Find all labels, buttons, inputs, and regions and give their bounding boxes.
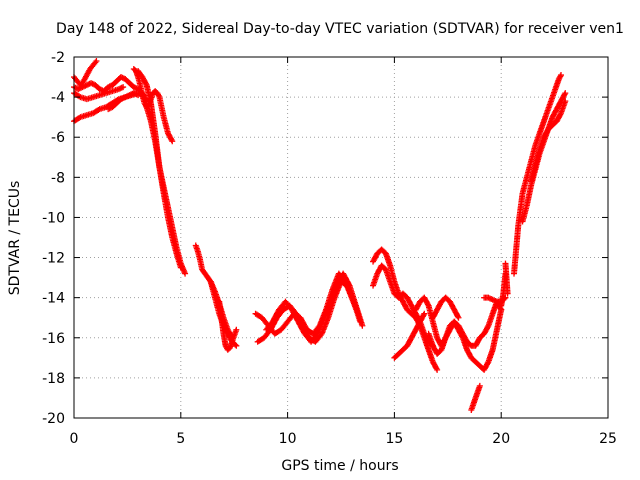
series-arc-b <box>71 58 100 89</box>
y-tick-label: -6 <box>51 130 65 146</box>
x-tick-label: 25 <box>599 431 617 447</box>
y-tick-label: -8 <box>51 170 65 186</box>
plot-frame <box>73 56 609 419</box>
y-tick-label: -12 <box>42 251 65 267</box>
track-fill <box>72 84 125 102</box>
axis-ticks: 0 5 10 15 20 25 -20 -18 -16 -14 -12 -10 -8 -6 -4 -2 <box>42 50 617 447</box>
track-fill <box>511 73 564 275</box>
series-arc-h <box>143 104 184 271</box>
series-arc-k <box>216 298 240 353</box>
series-arc-n <box>263 270 366 345</box>
x-tick-label: 0 <box>70 431 79 447</box>
y-tick-label: -4 <box>51 90 65 106</box>
track-fill <box>72 59 99 87</box>
track-fill <box>106 90 140 112</box>
grid <box>74 57 608 418</box>
series-arc-t <box>429 294 462 321</box>
x-tick-label: 10 <box>279 431 297 447</box>
track-fill <box>264 271 365 344</box>
track-fill <box>144 105 184 270</box>
track-fill <box>468 384 483 412</box>
x-tick-label: 15 <box>385 431 403 447</box>
series-arc-o <box>370 246 441 373</box>
track-fill <box>502 262 511 296</box>
x-tick-label: 20 <box>492 431 510 447</box>
y-tick-label: -10 <box>42 210 65 226</box>
track-fill <box>216 300 239 352</box>
track-fill <box>528 99 568 183</box>
track-fill <box>426 308 504 372</box>
data-marks <box>71 58 569 413</box>
series-arc-e <box>105 90 142 113</box>
x-tick-label: 5 <box>176 431 185 447</box>
y-tick-label: -2 <box>51 50 65 66</box>
series-arc-u <box>468 382 483 413</box>
series-arc-aa <box>528 98 569 185</box>
y-tick-label: -14 <box>42 291 65 307</box>
y-tick-label: -16 <box>42 331 65 347</box>
y-axis-label: SDTVAR / TECUs <box>7 181 23 296</box>
y-tick-label: -20 <box>42 411 65 427</box>
track-fill <box>392 312 427 360</box>
series-arc-s <box>425 306 505 373</box>
x-axis-label: GPS time / hours <box>281 458 398 474</box>
series-arc-q <box>391 310 428 361</box>
track-fill <box>430 295 461 320</box>
chart-title: Day 148 of 2022, Sidereal Day-to-day VTE… <box>56 21 624 37</box>
series-arc-y <box>511 72 565 277</box>
series-arc-x <box>502 260 511 297</box>
y-tick-label: -18 <box>42 371 65 387</box>
